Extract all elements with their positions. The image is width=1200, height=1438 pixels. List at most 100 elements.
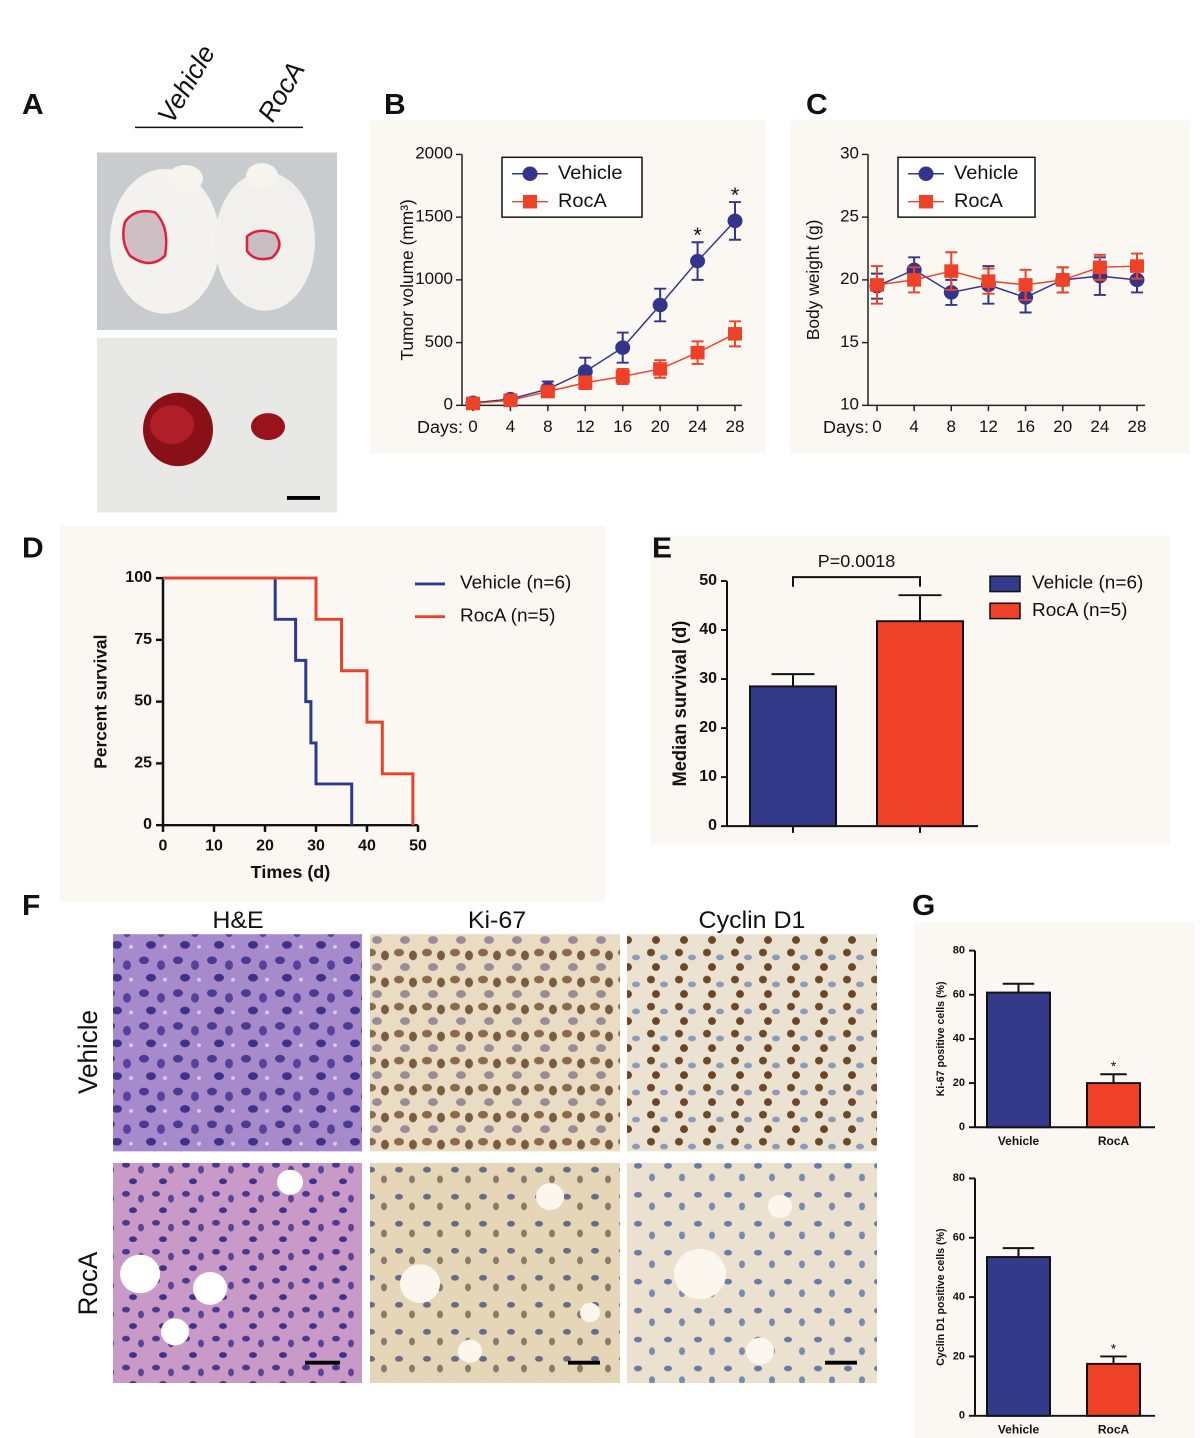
annotation: * (731, 182, 740, 207)
y-tick-label: 40 (699, 621, 717, 638)
y-tick-label: 30 (840, 144, 859, 163)
row-label: Vehicle (73, 1010, 104, 1094)
x-tick-label: 16 (1016, 417, 1035, 436)
column-label: Cyclin D1 (699, 907, 806, 934)
x-tick-label: 24 (1090, 417, 1109, 436)
y-tick-label: 20 (699, 719, 717, 736)
marker (907, 273, 922, 287)
x-tick-label: RocA (1098, 1135, 1130, 1148)
marker (653, 362, 668, 376)
legend-label: RocA (558, 190, 608, 212)
x-axis-label: Days: (823, 417, 869, 437)
significance-bracket (792, 576, 921, 587)
marker (981, 274, 996, 288)
x-tick-label: Vehicle (998, 1135, 1040, 1148)
y-tick-label: 0 (959, 1410, 965, 1422)
y-tick-label: 20 (840, 269, 859, 288)
y-tick-label: 75 (134, 631, 152, 648)
x-tick-label: 40 (358, 838, 376, 855)
micrograph (627, 1162, 877, 1383)
y-tick-label: 10 (840, 395, 859, 414)
marker (870, 278, 884, 292)
panel-letter: A (22, 88, 44, 120)
micrograph (627, 934, 877, 1152)
legend-label: Vehicle (954, 162, 1019, 184)
micrograph (370, 1162, 620, 1383)
x-tick-label: 12 (979, 417, 998, 436)
y-tick-label: 30 (699, 670, 717, 687)
marker (1130, 259, 1144, 273)
x-tick-label: 4 (506, 417, 515, 436)
legend-label: Vehicle (n=6) (460, 572, 571, 593)
y-tick-label: 1000 (415, 269, 453, 288)
annotation: * (693, 222, 702, 247)
marker (690, 253, 706, 269)
panel-background (915, 921, 1195, 1438)
error-bar (898, 594, 942, 622)
panel-letter: E (652, 532, 672, 564)
y-tick-label: 2000 (415, 144, 453, 163)
x-tick-label: 20 (256, 838, 274, 855)
column-label: RocA (252, 57, 311, 127)
marker (727, 213, 743, 229)
panel-letter: G (912, 889, 935, 921)
x-tick-label: 28 (1128, 417, 1147, 436)
y-tick-label: 25 (840, 207, 859, 226)
y-tick-label: 60 (953, 989, 965, 1001)
marker (466, 396, 480, 411)
marker (652, 297, 668, 313)
legend-label: Vehicle (n=6) (1032, 572, 1143, 593)
legend-swatch (989, 575, 1021, 593)
x-tick-label: 8 (947, 417, 956, 436)
marker (944, 264, 959, 278)
error-bar (1100, 1073, 1127, 1084)
y-tick-label: 500 (425, 332, 453, 351)
y-tick-label: 100 (125, 569, 152, 586)
x-tick-label: 8 (543, 417, 552, 436)
survival-curve (163, 576, 415, 826)
panel-letter: F (22, 889, 40, 921)
marker (577, 364, 593, 379)
x-tick-label: 20 (651, 417, 670, 436)
marker (728, 327, 742, 341)
y-tick-label: 15 (840, 332, 859, 351)
marker (1055, 273, 1070, 287)
x-tick-label: 50 (409, 838, 427, 855)
x-tick-label: 4 (909, 417, 918, 436)
x-tick-label: 24 (688, 417, 707, 436)
x-axis-label: Times (d) (251, 862, 331, 882)
panel-letter: C (806, 88, 828, 120)
marker (615, 369, 630, 384)
micrograph (113, 1162, 362, 1383)
legend-marker (523, 194, 537, 209)
panel-letter: D (22, 532, 44, 564)
legend-marker (918, 166, 934, 181)
bar (876, 620, 964, 828)
legend-label: RocA (n=5) (460, 605, 556, 626)
y-tick-label: 50 (134, 693, 152, 710)
annotation: * (1111, 1341, 1117, 1356)
legend-label: RocA (954, 190, 1004, 212)
marker (503, 393, 518, 408)
error-bar (1002, 1247, 1035, 1258)
y-tick-label: 50 (699, 572, 717, 589)
x-tick-label: 30 (307, 838, 325, 855)
y-tick-label: 20 (953, 1077, 965, 1089)
bar (1086, 1082, 1141, 1129)
y-axis-label: Tumor volume (mm³) (396, 199, 416, 360)
marker (1129, 272, 1145, 288)
bar (749, 685, 837, 828)
annotation: * (1111, 1059, 1117, 1074)
x-tick-label: 0 (872, 417, 881, 436)
marker (540, 384, 555, 399)
x-axis-label: Days: (417, 417, 463, 437)
y-tick-label: 0 (143, 816, 152, 833)
panel-letter: B (384, 88, 406, 120)
marker (1018, 278, 1033, 292)
column-label: Ki-67 (468, 907, 526, 934)
micrograph (370, 934, 620, 1152)
y-axis-label: Median survival (d) (669, 621, 690, 787)
mice-photo (97, 152, 337, 331)
y-axis-label: Cyclin D1 positive cells (%) (935, 1228, 947, 1366)
